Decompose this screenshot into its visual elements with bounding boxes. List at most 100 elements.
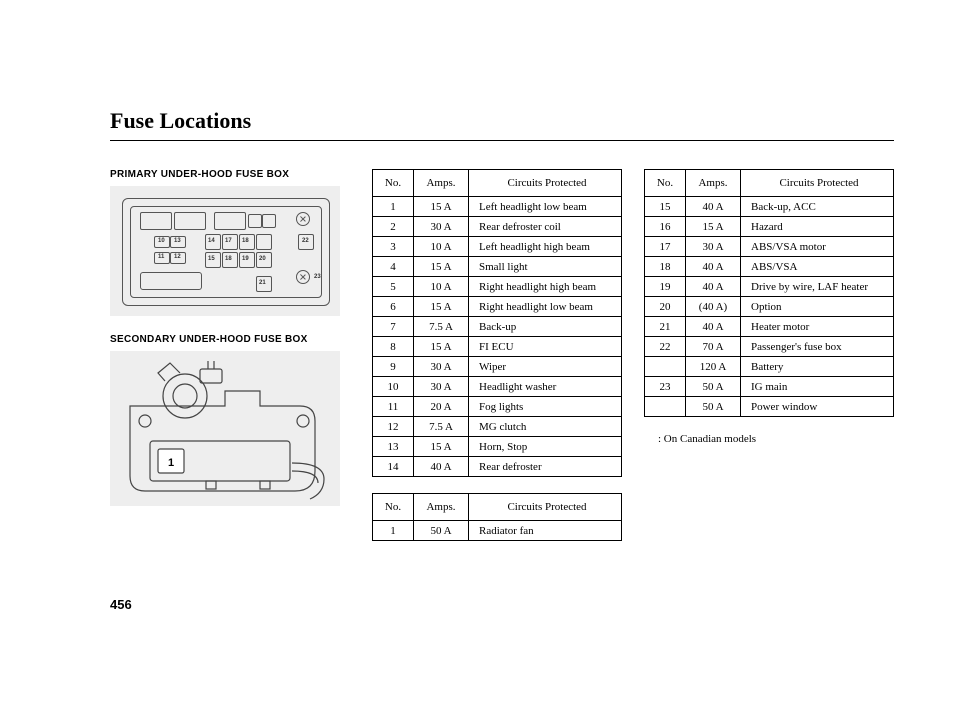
table-row: 1940 ADrive by wire, LAF heater (645, 277, 894, 297)
cell-circuits: Heater motor (741, 317, 894, 337)
cell-amps: 40 A (686, 197, 741, 217)
cell-amps: 15 A (414, 437, 469, 457)
cell-no: 1 (373, 521, 414, 541)
table-row: 510 ARight headlight high beam (373, 277, 622, 297)
cell-no: 22 (645, 337, 686, 357)
cell-amps: 15 A (414, 297, 469, 317)
cell-no: 20 (645, 297, 686, 317)
cell-no (645, 357, 686, 377)
cell-amps: 15 A (414, 257, 469, 277)
table-header-row: No. Amps. Circuits Protected (645, 170, 894, 197)
cell-amps: 15 A (686, 217, 741, 237)
cell-circuits: Headlight washer (469, 377, 622, 397)
cell-circuits: Wiper (469, 357, 622, 377)
col-no: No. (645, 170, 686, 197)
primary-heading: PRIMARY UNDER-HOOD FUSE BOX (110, 169, 350, 180)
cell-amps: 30 A (414, 357, 469, 377)
cell-circuits: Horn, Stop (469, 437, 622, 457)
page: Fuse Locations PRIMARY UNDER-HOOD FUSE B… (0, 0, 954, 710)
cell-no: 7 (373, 317, 414, 337)
cell-amps: 70 A (686, 337, 741, 357)
cell-no: 17 (645, 237, 686, 257)
table-row: 1440 ARear defroster (373, 457, 622, 477)
table-row: 115 ALeft headlight low beam (373, 197, 622, 217)
cell-amps: 7.5 A (414, 417, 469, 437)
table-row: 2350 AIG main (645, 377, 894, 397)
table-row: 1730 AABS/VSA motor (645, 237, 894, 257)
middle-column: No. Amps. Circuits Protected 115 ALeft h… (372, 169, 622, 557)
cell-circuits: Drive by wire, LAF heater (741, 277, 894, 297)
col-no: No. (373, 170, 414, 197)
col-amps: Amps. (686, 170, 741, 197)
table-row: 50 APower window (645, 397, 894, 417)
table-row: 230 ARear defroster coil (373, 217, 622, 237)
table-row: 815 AFI ECU (373, 337, 622, 357)
cell-no: 1 (373, 197, 414, 217)
cell-circuits: Option (741, 297, 894, 317)
cell-amps: 20 A (414, 397, 469, 417)
cell-amps: 50 A (686, 397, 741, 417)
cell-amps: 120 A (686, 357, 741, 377)
fuse-table-2: No. Amps. Circuits Protected 150 ARadiat… (372, 493, 622, 541)
cell-circuits: Passenger's fuse box (741, 337, 894, 357)
cell-no (645, 397, 686, 417)
canadian-note: : On Canadian models (658, 433, 894, 445)
page-number: 456 (110, 597, 132, 612)
cell-amps: 40 A (686, 277, 741, 297)
cell-amps: 40 A (414, 457, 469, 477)
cell-circuits: ABS/VSA (741, 257, 894, 277)
table-row: 415 ASmall light (373, 257, 622, 277)
secondary-diagram-svg: 1 (110, 351, 340, 506)
secondary-fuse-diagram: 1 (110, 351, 340, 506)
cell-amps: 30 A (686, 237, 741, 257)
cell-amps: 10 A (414, 237, 469, 257)
table-row: 615 ARight headlight low beam (373, 297, 622, 317)
cell-no: 21 (645, 317, 686, 337)
cell-circuits: Back-up, ACC (741, 197, 894, 217)
cell-no: 5 (373, 277, 414, 297)
cell-circuits: MG clutch (469, 417, 622, 437)
cell-amps: 30 A (414, 217, 469, 237)
cell-circuits: Left headlight high beam (469, 237, 622, 257)
cell-no: 11 (373, 397, 414, 417)
content-columns: PRIMARY UNDER-HOOD FUSE BOX (110, 169, 894, 557)
cell-no: 6 (373, 297, 414, 317)
cell-amps: 15 A (414, 197, 469, 217)
table-row: 1030 AHeadlight washer (373, 377, 622, 397)
cell-amps: (40 A) (686, 297, 741, 317)
cell-no: 23 (645, 377, 686, 397)
table-row: 2270 APassenger's fuse box (645, 337, 894, 357)
fuse-table-3: No. Amps. Circuits Protected 1540 ABack-… (644, 169, 894, 417)
table-row: 127.5 AMG clutch (373, 417, 622, 437)
col-no: No. (373, 494, 414, 521)
cell-no: 18 (645, 257, 686, 277)
table-row: 1540 ABack-up, ACC (645, 197, 894, 217)
table-row: 310 ALeft headlight high beam (373, 237, 622, 257)
title-rule (110, 140, 894, 141)
cell-no: 15 (645, 197, 686, 217)
table-header-row: No. Amps. Circuits Protected (373, 494, 622, 521)
col-amps: Amps. (414, 494, 469, 521)
table-row: 930 AWiper (373, 357, 622, 377)
table-row: 77.5 ABack-up (373, 317, 622, 337)
cell-circuits: Left headlight low beam (469, 197, 622, 217)
cell-circuits: Power window (741, 397, 894, 417)
cell-circuits: ABS/VSA motor (741, 237, 894, 257)
cell-circuits: Right headlight high beam (469, 277, 622, 297)
right-column: No. Amps. Circuits Protected 1540 ABack-… (644, 169, 894, 445)
col-circ: Circuits Protected (469, 494, 622, 521)
cell-amps: 7.5 A (414, 317, 469, 337)
cell-circuits: Rear defroster (469, 457, 622, 477)
table-row: 1840 AABS/VSA (645, 257, 894, 277)
cell-amps: 30 A (414, 377, 469, 397)
table-row: 20(40 A)Option (645, 297, 894, 317)
cell-amps: 10 A (414, 277, 469, 297)
col-circ: Circuits Protected (469, 170, 622, 197)
cell-circuits: Hazard (741, 217, 894, 237)
svg-text:1: 1 (168, 457, 174, 469)
cell-circuits: Fog lights (469, 397, 622, 417)
cell-circuits: Right headlight low beam (469, 297, 622, 317)
cell-circuits: Radiator fan (469, 521, 622, 541)
cell-no: 13 (373, 437, 414, 457)
left-column: PRIMARY UNDER-HOOD FUSE BOX (110, 169, 350, 506)
